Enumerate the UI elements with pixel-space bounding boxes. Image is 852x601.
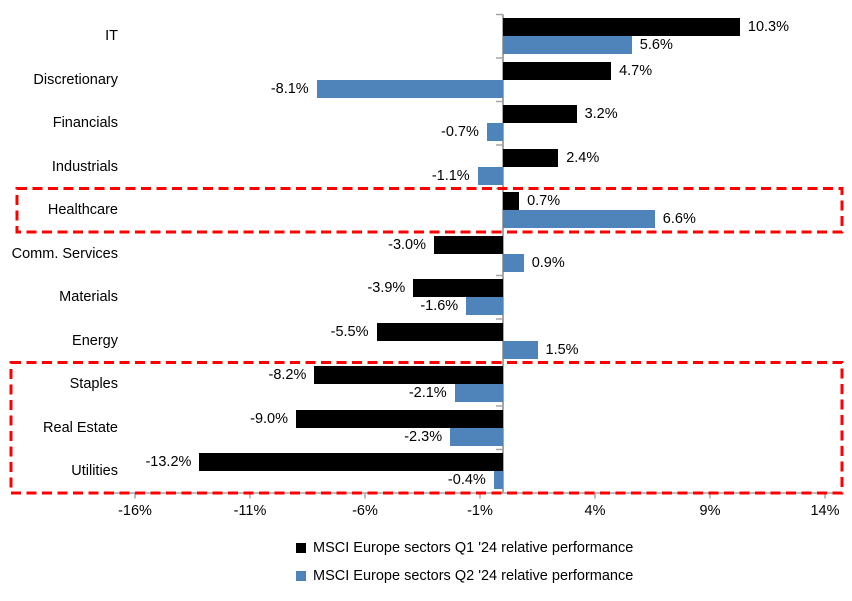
category-label-it: IT [105, 28, 118, 45]
x-tick-label-14: 14% [810, 503, 840, 519]
value-label-q2-industrials: -1.1% [431, 167, 470, 184]
value-label-q2-discretionary: -8.1% [270, 80, 309, 97]
value-label-q2-healthcare: 6.6% [662, 211, 696, 227]
value-label-q2-financials: -0.7% [441, 124, 479, 140]
legend-item-q2: MSCI Europe sectors Q2 '24 relative perf… [296, 562, 633, 590]
legend-label-q2: MSCI Europe sectors Q2 '24 relative perf… [313, 568, 634, 584]
value-label-q1-industrials: 2.4% [566, 149, 600, 166]
bar-q2-real-estate [450, 427, 503, 446]
legend-label-q1: MSCI Europe sectors Q1 '24 relative perf… [313, 540, 634, 556]
x-tick-label-4: 4% [584, 503, 606, 519]
value-label-q2-it: 5.6% [639, 37, 673, 53]
bar-q1-it [503, 18, 740, 36]
bar-q1-utilities [199, 453, 503, 471]
x-tick-label-16: -16% [118, 503, 152, 519]
bar-q1-industrials [503, 148, 559, 167]
bar-q2-energy [503, 340, 538, 359]
bar-q2-healthcare [503, 210, 655, 228]
bar-q2-staples [454, 384, 503, 402]
category-label-financials: Financials [52, 115, 118, 132]
bar-q1-discretionary [503, 61, 612, 80]
category-label-discretionary: Discretionary [33, 71, 118, 88]
legend-item-q1: MSCI Europe sectors Q1 '24 relative perf… [296, 534, 633, 562]
bar-q2-industrials [477, 166, 503, 185]
category-label-comm-services: Comm. Services [11, 245, 118, 262]
x-tick-label-1: -1% [467, 503, 493, 519]
value-label-q1-energy: -5.5% [330, 323, 369, 340]
category-label-healthcare: Healthcare [47, 202, 118, 219]
bar-q1-staples [314, 366, 503, 384]
bar-q1-energy [376, 322, 503, 341]
value-label-q1-staples: -8.2% [268, 367, 307, 383]
bar-q1-real-estate [296, 409, 503, 428]
legend-swatch-q1-icon [296, 543, 306, 553]
value-label-q2-energy: 1.5% [545, 341, 579, 358]
value-label-q2-staples: -2.1% [408, 385, 447, 401]
value-label-q1-materials: -3.9% [367, 280, 406, 296]
bar-q2-it [503, 36, 632, 54]
value-label-q1-healthcare: 0.7% [527, 193, 561, 209]
category-label-real-estate: Real Estate [43, 419, 118, 436]
value-label-q1-comm-services: -3.0% [388, 236, 426, 253]
value-label-q1-real-estate: -9.0% [250, 410, 288, 427]
value-label-q1-it: 10.3% [747, 19, 790, 35]
value-label-q2-materials: -1.6% [420, 298, 459, 314]
bar-q1-comm-services [434, 235, 503, 254]
value-label-q1-financials: 3.2% [584, 106, 618, 122]
category-label-utilities: Utilities [71, 463, 118, 480]
bar-q1-financials [503, 105, 577, 123]
x-tick-label-9: 9% [699, 503, 721, 519]
bar-q2-utilities [493, 471, 503, 489]
bar-q1-healthcare [503, 192, 520, 210]
legend: MSCI Europe sectors Q1 '24 relative perf… [296, 534, 633, 590]
bar-q2-discretionary [316, 79, 503, 98]
category-label-industrials: Industrials [51, 158, 118, 175]
value-label-q2-real-estate: -2.3% [404, 428, 443, 445]
x-tick-label-6: -6% [352, 503, 378, 519]
x-tick-label-11: -11% [233, 503, 267, 519]
value-label-q1-utilities: -13.2% [145, 454, 192, 470]
category-label-energy: Energy [72, 332, 118, 349]
legend-swatch-q2-icon [296, 571, 306, 581]
value-label-q1-discretionary: 4.7% [619, 62, 653, 79]
bar-q2-materials [466, 297, 503, 315]
value-label-q2-comm-services: 0.9% [531, 254, 565, 271]
bar-q2-financials [486, 123, 503, 141]
bar-q2-comm-services [503, 253, 524, 272]
bar-q1-materials [413, 279, 503, 297]
value-label-q2-utilities: -0.4% [447, 472, 486, 488]
category-label-staples: Staples [69, 376, 118, 393]
category-label-materials: Materials [59, 289, 118, 306]
